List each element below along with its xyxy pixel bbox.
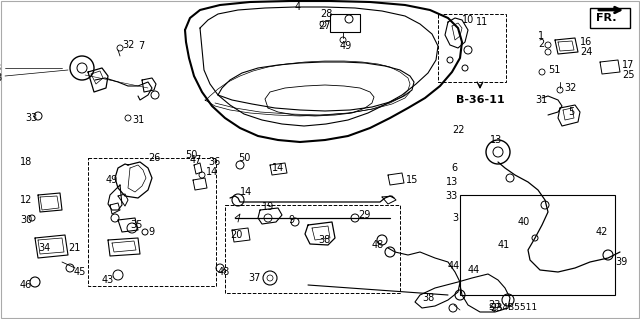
Text: 25: 25 [622,70,634,80]
Text: 33: 33 [25,113,37,123]
Text: 32: 32 [564,83,577,93]
Text: 24: 24 [580,47,593,57]
Bar [225,205,400,293]
Text: 46: 46 [20,280,32,290]
Text: 20: 20 [230,230,243,240]
Text: 37: 37 [248,273,260,283]
Text: 45: 45 [74,267,86,277]
Text: 19: 19 [262,202,275,212]
Bar [590,8,630,28]
Text: 42: 42 [596,227,609,237]
Text: 31: 31 [535,95,547,105]
Text: 16: 16 [580,37,592,47]
Text: 11: 11 [476,17,488,27]
Text: 48: 48 [218,267,230,277]
Text: 6: 6 [452,163,458,173]
Text: 50: 50 [238,153,250,163]
Text: 13: 13 [445,177,458,187]
Text: 22: 22 [452,125,465,135]
Text: 44: 44 [468,265,480,275]
Text: 29: 29 [358,210,371,220]
Text: 38: 38 [318,235,330,245]
Text: FR.: FR. [596,13,616,23]
Text: 7: 7 [138,41,144,51]
Text: 18: 18 [20,157,32,167]
Text: 33: 33 [445,191,458,201]
Text: 40: 40 [518,217,531,227]
Text: 30: 30 [20,215,32,225]
Text: 49: 49 [106,175,118,185]
Bar [330,14,360,32]
Text: 38: 38 [422,293,435,303]
Text: 3: 3 [452,213,458,223]
Text: 26: 26 [148,153,161,163]
Text: SJA4B5511: SJA4B5511 [488,303,537,313]
Text: 13: 13 [490,135,502,145]
Text: 39: 39 [615,257,627,267]
Text: 48: 48 [372,240,384,250]
Text: 1: 1 [538,31,544,41]
Text: 32: 32 [122,40,134,50]
Text: 36: 36 [208,157,220,167]
Bar [438,14,506,82]
Text: 23: 23 [490,303,502,313]
Text: 17: 17 [622,60,634,70]
Text: 47: 47 [190,155,202,165]
Text: 4: 4 [295,2,301,12]
Text: 10: 10 [462,15,474,25]
Text: 50: 50 [185,150,197,160]
Text: B-36-11: B-36-11 [456,95,504,105]
Text: 14: 14 [272,163,284,173]
Text: 15: 15 [406,175,419,185]
Text: 27: 27 [318,21,330,31]
Text: 41: 41 [498,240,510,250]
Text: 43: 43 [102,275,115,285]
Text: 28: 28 [320,9,332,19]
Text: 44: 44 [448,261,460,271]
Text: 14: 14 [240,187,252,197]
Text: 9: 9 [288,215,294,225]
Text: 51: 51 [548,65,561,75]
Text: 5: 5 [568,107,574,117]
Text: 12: 12 [20,195,33,205]
Text: 9: 9 [148,227,154,237]
Text: 31: 31 [132,115,144,125]
Text: 49: 49 [340,41,352,51]
Text: 2: 2 [538,39,544,49]
Text: 35: 35 [130,220,142,230]
Text: 23: 23 [488,300,500,310]
Text: 34: 34 [38,243,51,253]
Text: 8: 8 [0,73,2,83]
Text: 14: 14 [206,167,218,177]
Bar [460,195,615,295]
Text: 21: 21 [68,243,81,253]
Text: 13: 13 [0,63,2,73]
Bar [88,158,216,286]
